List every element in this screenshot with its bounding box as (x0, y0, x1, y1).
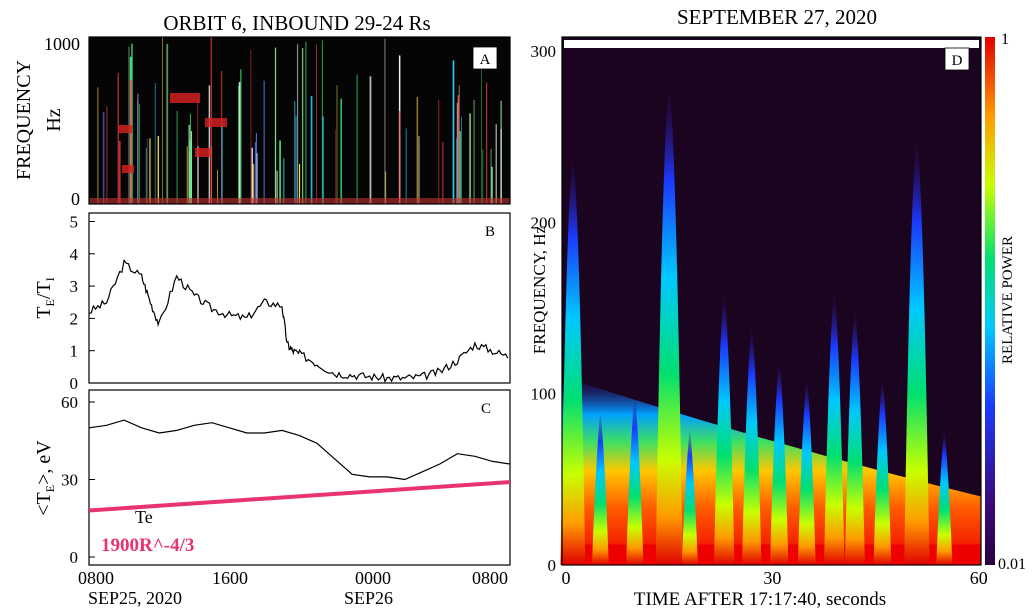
panel-d-peak (560, 153, 586, 566)
panel-a: A 1000 0 FREQUENCY Hz (13, 34, 511, 209)
panel-d-peak (904, 136, 930, 565)
panel-b-ylabel: TE/TI (33, 277, 57, 318)
panel-d: D 0 100 200 300 0 30 60 FREQUENCY, Hz TIME AF… (530, 31, 1026, 610)
colorbar-max: 1 (1001, 31, 1009, 48)
panel-d-peak (681, 427, 698, 565)
panel-a-blob (122, 165, 134, 173)
xtick-0000: 0000 (355, 568, 391, 588)
panel-b-ytick-label: 3 (70, 277, 79, 296)
colorbar-min: 0.01 (998, 556, 1026, 573)
colorbar-label: RELATIVE POWER (1000, 236, 1016, 364)
panel-d-peak (626, 393, 644, 565)
panel-a-blob (195, 148, 211, 157)
panel-d-peak (655, 85, 683, 566)
panel-d-ytick-label: 100 (531, 385, 557, 404)
panel-d-peak (713, 290, 735, 565)
panel-d-yticks: 0 100 200 300 (531, 42, 557, 575)
right-title: SEPTEMBER 27, 2020 (677, 5, 877, 29)
panel-a-ylabel-1: FREQUENCY (13, 60, 35, 180)
panel-d-peak (823, 290, 845, 565)
panel-b-ytick-label: 1 (70, 342, 79, 361)
panel-c-te-line (88, 419, 511, 481)
panel-d-letter: D (952, 53, 963, 69)
panel-d-xtick-label: 30 (763, 568, 781, 588)
panel-c-legend-fit: 1900R^-4/3 (101, 535, 194, 556)
panel-d-ytick-label: 200 (531, 213, 557, 232)
bottom-axis: 0800 1600 0000 0800 SEP25, 2020 SEP26 (78, 568, 508, 608)
panel-d-ytick-label: 300 (531, 42, 557, 61)
panel-d-xtick-label: 60 (970, 568, 988, 588)
panel-d-xlabel: TIME AFTER 17:17:40, seconds (634, 589, 886, 610)
panel-c-yticks: 0 30 60 (61, 393, 95, 567)
panel-b-ytick-label: 4 (70, 245, 79, 264)
panel-b-te-ti-line (88, 258, 509, 384)
panel-d-peak (873, 376, 892, 565)
panel-d-peak (741, 325, 762, 565)
panel-c-letter: C (481, 401, 491, 417)
xtick-0800-start: 0800 (78, 568, 114, 588)
panel-b-frame (88, 212, 511, 384)
panel-a-ylabel-2: Hz (43, 108, 65, 131)
panel-b-yticks: 0 1 2 3 4 5 (70, 213, 95, 393)
panel-a-ytick-top: 1000 (44, 34, 80, 54)
panel-b-ytick-label: 5 (70, 213, 79, 232)
panel-c-legend-te: Te (135, 507, 153, 527)
xtick-1600: 1600 (212, 568, 248, 588)
panel-d-peak (936, 427, 953, 565)
panel-a-letter: A (480, 52, 491, 68)
panel-b-letter: B (485, 224, 495, 240)
colorbar (985, 37, 995, 565)
left-title: ORBIT 6, INBOUND 29-24 Rs (163, 11, 430, 35)
panel-a-letter-box (472, 46, 498, 70)
panel-d-xticks: 0 30 60 (562, 568, 988, 588)
panel-b: 0 1 2 3 4 5 B TE/TI (33, 212, 511, 393)
panel-d-spectrogram (560, 85, 981, 566)
panel-d-peak (797, 376, 816, 565)
date-sep26: SEP26 (344, 588, 393, 608)
panel-c-ytick-label: 30 (61, 471, 78, 490)
panel-c-fit-line (88, 480, 511, 513)
panel-c-ytick-label: 60 (61, 393, 78, 412)
panel-c-ytick-label: 0 (70, 548, 79, 567)
panel-d-peak (591, 410, 609, 565)
panel-a-ytick-bottom: 0 (71, 189, 80, 209)
panel-d-peak (844, 308, 865, 565)
panel-d-top-band (564, 40, 979, 48)
panel-a-baseline (89, 198, 510, 204)
panel-d-letter-box (944, 47, 970, 71)
xtick-0800-end: 0800 (472, 568, 508, 588)
panel-a-blob (118, 125, 132, 133)
panel-c-frame (88, 389, 511, 566)
panel-d-xtick-label: 0 (562, 568, 571, 588)
panel-d-frame (561, 36, 982, 566)
panel-d-peak (770, 359, 789, 565)
panel-a-blob (170, 93, 200, 103)
panel-c-ylabel: <TE>, eV (33, 440, 57, 516)
panel-d-ylabel: FREQUENCY, Hz (530, 225, 549, 354)
panel-b-ytick-label: 0 (70, 374, 79, 393)
panel-a-frame (88, 36, 511, 205)
date-sep25: SEP25, 2020 (88, 588, 182, 608)
panel-d-ytick-label: 0 (548, 556, 557, 575)
panel-a-spectrogram (89, 37, 510, 204)
panel-c: 0 30 60 C Te 1900R^-4/3 <TE>, eV (33, 389, 511, 567)
panel-b-ytick-label: 2 (70, 309, 79, 328)
panel-a-blob (205, 118, 227, 127)
